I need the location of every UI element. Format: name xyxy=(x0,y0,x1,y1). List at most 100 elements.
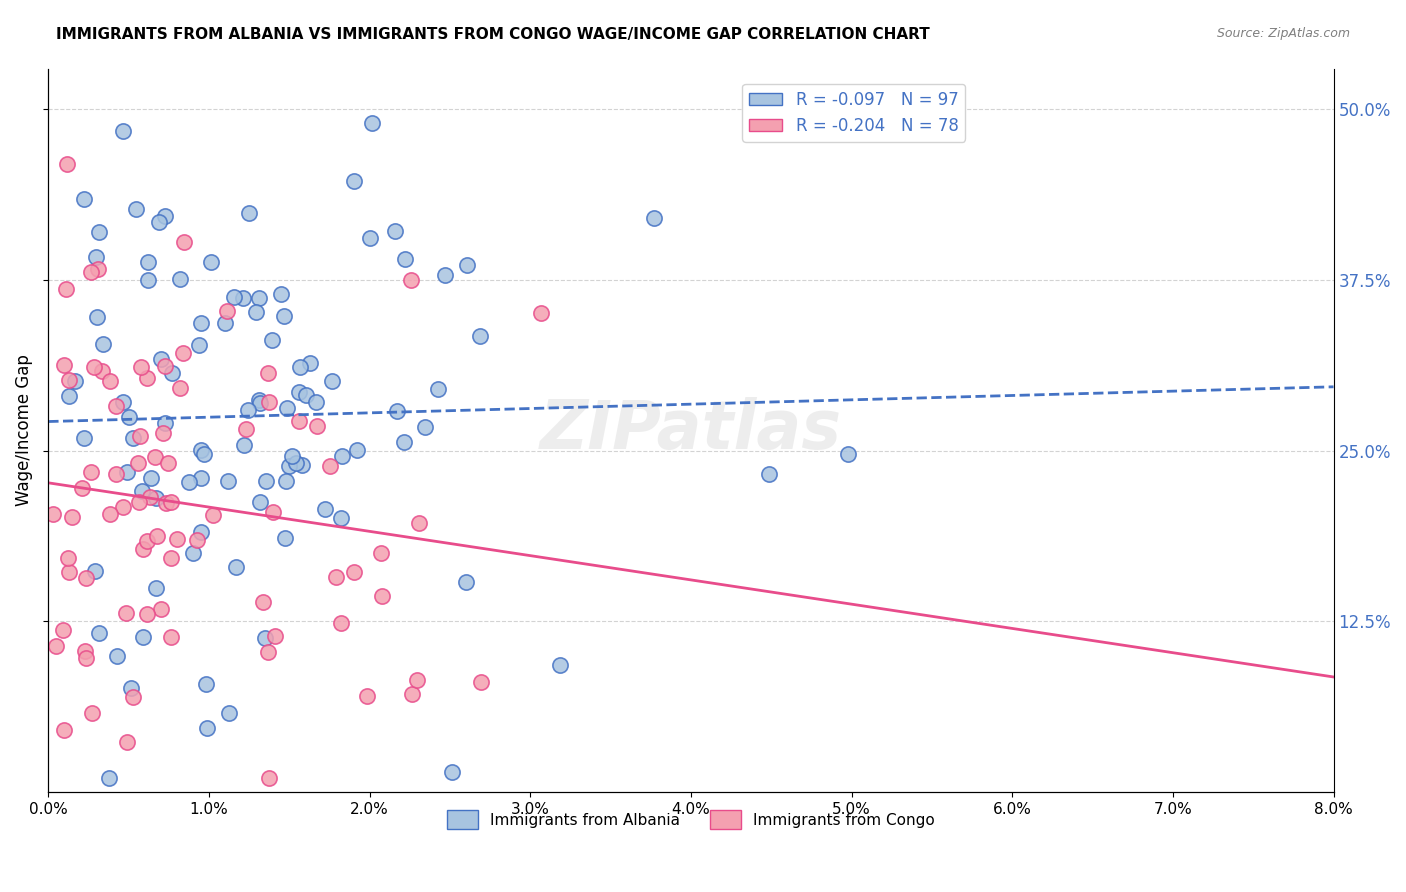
Point xyxy=(91,336,114,351)
Point xyxy=(146,529,169,543)
Point xyxy=(153,359,176,373)
Point xyxy=(235,422,257,436)
Point xyxy=(530,306,553,320)
Point xyxy=(217,474,239,488)
Point xyxy=(262,505,284,519)
Point xyxy=(169,381,191,395)
Point xyxy=(408,516,430,530)
Point xyxy=(136,273,159,287)
Point xyxy=(232,291,254,305)
Point xyxy=(281,449,304,463)
Point xyxy=(294,388,316,402)
Point xyxy=(413,420,436,434)
Point xyxy=(249,395,271,409)
Point xyxy=(392,434,415,449)
Point xyxy=(105,467,128,482)
Point xyxy=(194,677,217,691)
Point xyxy=(325,570,347,584)
Point xyxy=(131,630,153,644)
Point xyxy=(117,465,139,479)
Point xyxy=(83,359,105,374)
Point xyxy=(73,431,96,445)
Point xyxy=(274,531,297,545)
Point xyxy=(190,443,212,458)
Text: Source: ZipAtlas.com: Source: ZipAtlas.com xyxy=(1216,27,1350,40)
Text: ZIPatlas: ZIPatlas xyxy=(540,397,842,463)
Point xyxy=(187,338,209,352)
Point xyxy=(120,681,142,695)
Point xyxy=(256,475,278,489)
Point xyxy=(343,174,366,188)
Point xyxy=(72,481,94,495)
Point xyxy=(257,645,280,659)
Point xyxy=(406,673,429,688)
Point xyxy=(236,403,259,417)
Point xyxy=(149,602,172,616)
Point xyxy=(249,495,271,509)
Point xyxy=(84,564,107,578)
Point xyxy=(112,124,135,138)
Point xyxy=(160,550,183,565)
Point xyxy=(153,416,176,430)
Point xyxy=(143,450,166,464)
Point xyxy=(128,495,150,509)
Point xyxy=(80,265,103,279)
Point xyxy=(434,268,457,283)
Point xyxy=(190,470,212,484)
Point xyxy=(136,255,159,269)
Point xyxy=(153,209,176,223)
Point xyxy=(273,309,295,323)
Point xyxy=(263,629,285,643)
Point xyxy=(58,566,80,580)
Point xyxy=(314,502,336,516)
Point xyxy=(370,546,392,560)
Point xyxy=(115,606,138,620)
Point xyxy=(87,626,110,640)
Point xyxy=(399,273,422,287)
Point xyxy=(252,594,274,608)
Point xyxy=(356,689,378,703)
Point xyxy=(73,192,96,206)
Point xyxy=(343,565,366,579)
Point xyxy=(131,542,153,557)
Point xyxy=(217,304,239,318)
Point xyxy=(346,443,368,458)
Point xyxy=(401,687,423,701)
Point xyxy=(233,438,256,452)
Point xyxy=(247,291,270,305)
Point xyxy=(145,491,167,506)
Point xyxy=(58,373,80,387)
Point xyxy=(131,483,153,498)
Point xyxy=(60,510,83,524)
Point xyxy=(257,395,280,409)
Point xyxy=(75,644,97,658)
Point xyxy=(441,765,464,780)
Point xyxy=(129,359,152,374)
Point xyxy=(98,772,121,786)
Point xyxy=(190,316,212,330)
Point xyxy=(288,414,311,428)
Point xyxy=(111,395,134,409)
Point xyxy=(122,431,145,445)
Point xyxy=(426,383,449,397)
Point xyxy=(58,389,80,403)
Point xyxy=(135,534,157,549)
Point xyxy=(172,346,194,360)
Point xyxy=(98,374,121,388)
Point xyxy=(91,364,114,378)
Text: IMMIGRANTS FROM ALBANIA VS IMMIGRANTS FROM CONGO WAGE/INCOME GAP CORRELATION CHA: IMMIGRANTS FROM ALBANIA VS IMMIGRANTS FR… xyxy=(56,27,929,42)
Point xyxy=(394,252,416,266)
Point xyxy=(276,401,298,415)
Legend: Immigrants from Albania, Immigrants from Congo: Immigrants from Albania, Immigrants from… xyxy=(441,804,941,835)
Point xyxy=(157,456,180,470)
Point xyxy=(270,287,292,301)
Point xyxy=(643,211,665,225)
Point xyxy=(200,255,222,269)
Point xyxy=(150,352,173,367)
Point xyxy=(319,458,342,473)
Point xyxy=(58,550,80,565)
Point xyxy=(190,525,212,540)
Point xyxy=(307,418,329,433)
Point xyxy=(186,533,208,548)
Point xyxy=(159,630,181,644)
